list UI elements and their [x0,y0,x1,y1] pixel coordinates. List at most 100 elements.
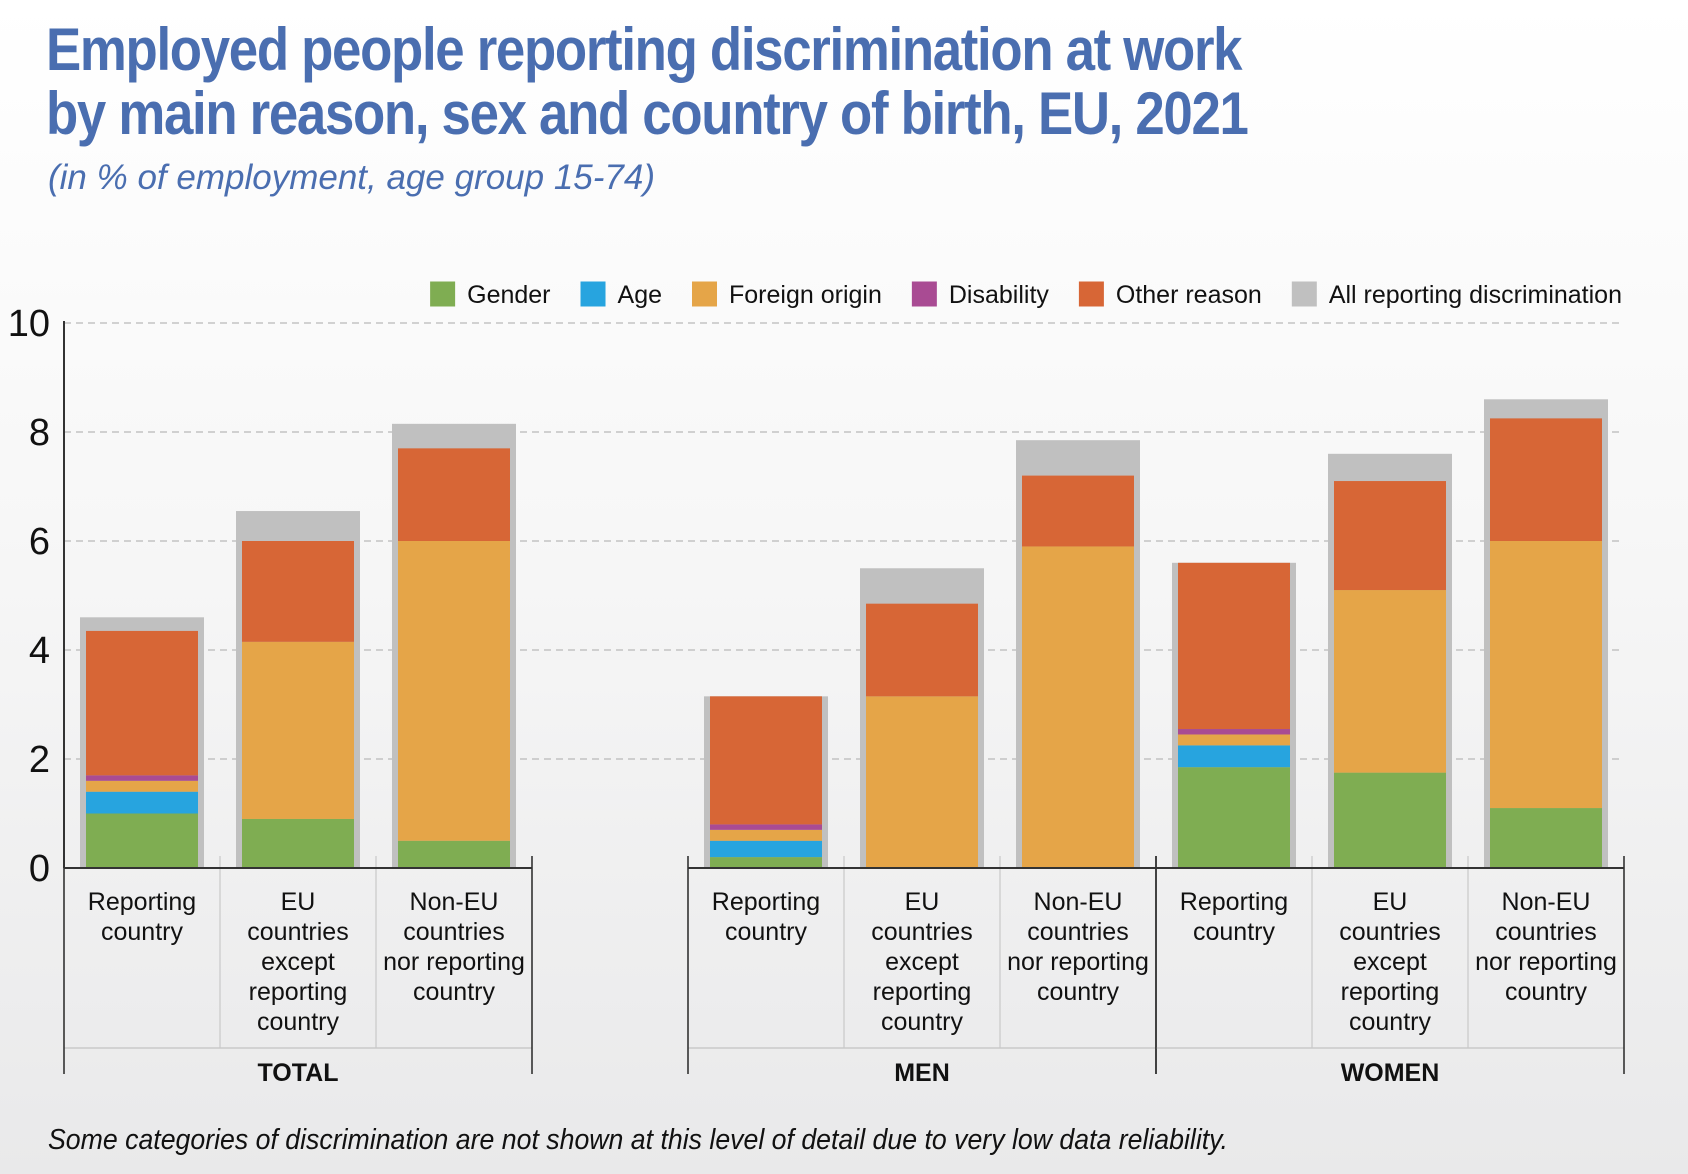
bar-men-1 [704,696,828,868]
legend-swatch [692,281,717,307]
category-label: country [1505,978,1587,1006]
bar-segment-age [1178,745,1290,768]
bar-segment-other-reason [1178,562,1290,730]
bar-segment-foreign-origin [1334,590,1446,773]
bars [80,399,1608,868]
legend-item-gender: Gender [430,281,551,309]
category-label: country [413,978,495,1006]
bar-segment-other-reason [710,696,822,825]
bar-men-3 [1016,440,1140,868]
bar-segment-disability [710,824,822,830]
bar-women-1 [1172,562,1296,868]
category-label: EU [1373,888,1408,916]
y-tick-label: 8 [29,412,50,454]
y-tick-label: 2 [29,739,50,781]
category-label: Reporting [1180,888,1288,916]
legend-swatch [911,281,937,307]
category-label: country [725,918,807,946]
category-label: countries [871,918,972,946]
category-label: except [885,948,959,976]
y-axis: 0 2 4 6 8 10 [8,303,65,890]
legend-swatch [1078,281,1104,307]
bar-segment-gender [1334,772,1446,868]
bar-segment-other-reason [866,603,978,697]
category-label: EU [281,888,316,916]
footnote: Some categories of discrimination are no… [48,1124,1228,1156]
bar-segment-gender [242,818,354,868]
group-label: TOTAL [257,1059,338,1087]
category-label: nor reporting [383,948,525,976]
category-label: reporting [249,978,348,1006]
chart-title-line2: by main reason, sex and country of birth… [46,80,1249,147]
bar-total-2 [236,511,360,868]
bar-segment-gender [398,840,510,868]
category-label: country [101,918,183,946]
bar-total-1 [80,617,204,868]
category-label: countries [247,918,348,946]
bar-segment-gender [1178,767,1290,868]
category-label: Non-EU [1502,888,1591,916]
bar-segment-other-reason [1334,481,1446,591]
y-tick-label: 0 [29,848,50,890]
category-label: country [1193,918,1275,946]
bar-total-3 [392,423,516,868]
category-label: except [261,948,335,976]
bar-segment-age [86,791,198,814]
bar-segment-other-reason [86,630,198,776]
category-label: countries [1027,918,1128,946]
bar-segment-foreign-origin [242,641,354,819]
category-label: Non-EU [1034,888,1123,916]
bar-men-2 [860,568,984,868]
bar-segment-gender [1490,808,1602,868]
bar-segment-foreign-origin [1022,546,1134,868]
legend-swatch [1291,281,1317,307]
legend-label: All reporting discrimination [1329,281,1622,309]
legend-label: Foreign origin [729,281,882,309]
y-tick-label: 4 [29,630,50,672]
bar-segment-other-reason [242,541,354,642]
group-label: WOMEN [1341,1059,1440,1087]
legend-swatch [430,281,456,307]
category-label: country [1349,1008,1431,1036]
legend-item-all-reporting-discrimination: All reporting discrimination [1291,281,1622,309]
legend-label: Disability [949,281,1050,309]
category-label: reporting [873,978,972,1006]
category-label: country [881,1008,963,1036]
y-tick-label: 10 [8,303,50,345]
bar-segment-other-reason [398,448,510,541]
category-label: country [1037,978,1119,1006]
bar-segment-foreign-origin [86,780,198,792]
chart-subtitle: (in % of employment, age group 15-74) [48,158,655,197]
bar-segment-foreign-origin [398,541,510,841]
category-label: Non-EU [410,888,499,916]
legend-item-age: Age [580,281,662,309]
chart-title-line1: Employed people reporting discrimination… [46,16,1243,83]
category-label: Reporting [712,888,820,916]
category-label: EU [905,888,940,916]
bar-segment-gender [710,857,822,868]
legend-item-disability: Disability [911,281,1050,309]
legend-label: Age [618,281,662,309]
category-label: nor reporting [1475,948,1617,976]
bar-women-3 [1484,399,1608,868]
y-tick-label: 6 [29,521,50,563]
bar-segment-foreign-origin [1178,734,1290,746]
bar-segment-age [710,840,822,858]
legend-label: Gender [467,281,550,309]
bar-segment-gender [86,813,198,868]
bar-segment-disability [86,775,198,781]
category-label: reporting [1341,978,1440,1006]
category-label: countries [1339,918,1440,946]
bar-segment-other-reason [1022,475,1134,547]
category-label: nor reporting [1007,948,1149,976]
bar-segment-foreign-origin [710,829,822,841]
chart-title: Employed people reporting discrimination… [46,16,1249,147]
category-label: country [257,1008,339,1036]
bar-segment-disability [1178,729,1290,735]
legend-label: Other reason [1116,281,1262,309]
bar-segment-foreign-origin [1490,541,1602,809]
category-label: countries [403,918,504,946]
legend-swatch [580,281,606,307]
bar-women-2 [1328,453,1452,868]
